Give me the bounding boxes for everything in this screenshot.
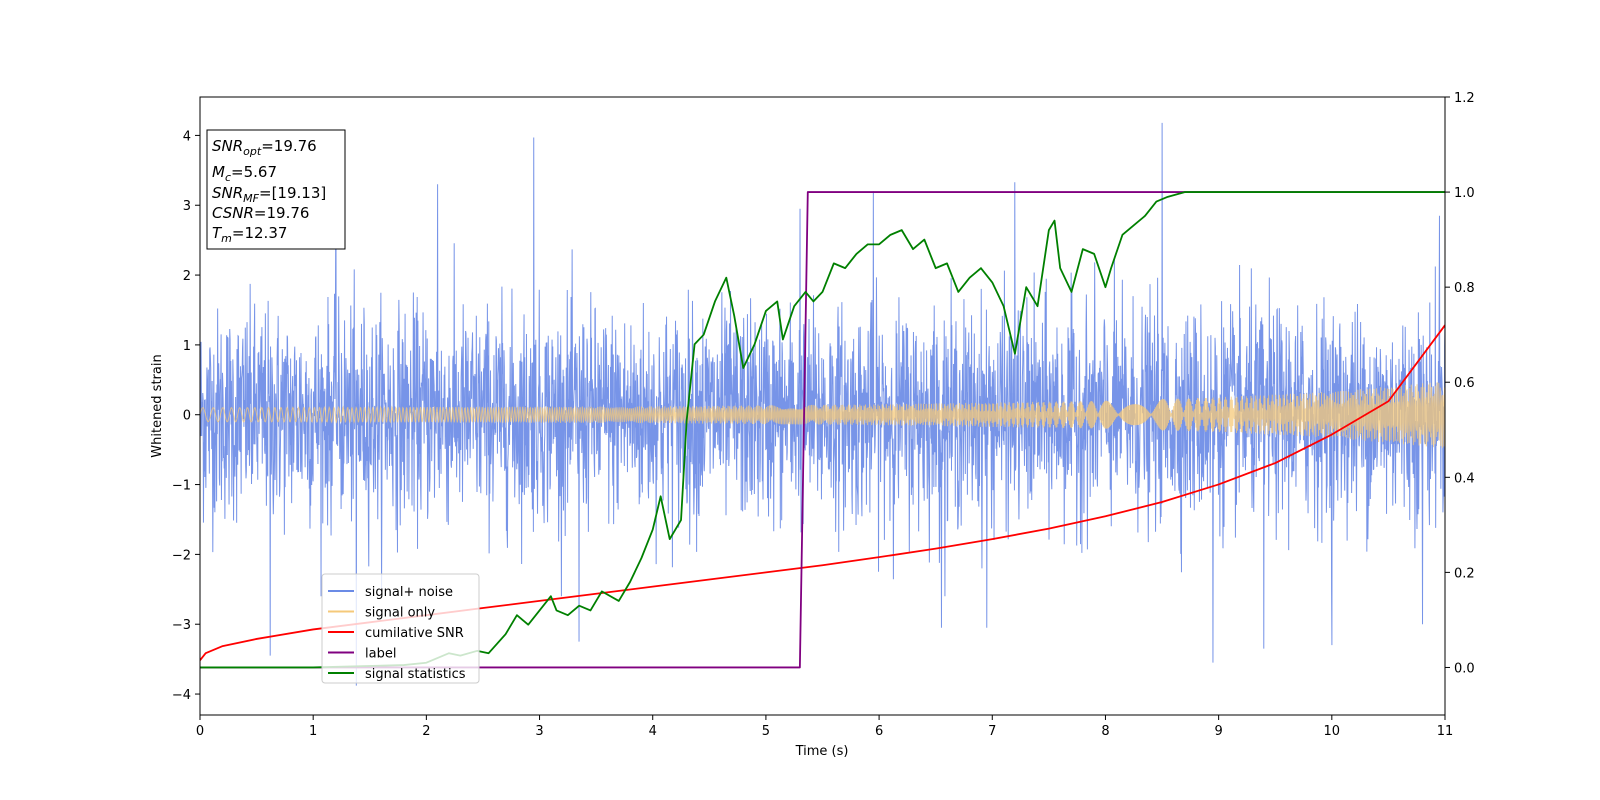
legend-label: signal only: [365, 606, 435, 621]
y-right-tick-label: 1.0: [1454, 186, 1475, 201]
legend-frame: [321, 573, 480, 684]
x-tick-label: 8: [1101, 724, 1109, 739]
annotation-box: SNRopt=19.76 Mc=5.67 SNRMF=[19.13] CSNR=…: [206, 129, 346, 250]
annotation-tm: Tm=12.37: [212, 224, 287, 245]
y-left-tick-label: −2: [172, 548, 191, 563]
annotation-snr-opt: SNRopt=19.76: [212, 137, 317, 158]
x-tick-label: 6: [875, 724, 883, 739]
annotation-frame: [206, 129, 346, 250]
x-tick-label: 2: [422, 724, 430, 739]
signal-only-line: [200, 382, 1445, 449]
signal-only-series: [200, 382, 1445, 449]
x-axis: 0 1 2 3 4 5 6 7 8 9 10 11: [196, 715, 1453, 739]
plot-frame: [199, 96, 1446, 716]
annotation-mc: Mc=5.67: [212, 163, 277, 184]
plot-area: [200, 122, 1445, 686]
y-left-tick-label: 4: [183, 129, 191, 144]
y-left-tick-label: −3: [172, 618, 191, 633]
annotation-csnr: CSNR=19.76: [212, 204, 309, 222]
y-right-tick-label: 0.4: [1454, 471, 1475, 486]
legend-label: signal statistics: [365, 667, 466, 682]
x-tick-label: 9: [1214, 724, 1222, 739]
legend: signal+ noise signal only cumilative SNR la…: [321, 573, 480, 684]
x-tick-label: 11: [1437, 724, 1454, 739]
annotation-snr-mf: SNRMF=[19.13]: [212, 184, 326, 205]
x-tick-label: 0: [196, 724, 204, 739]
x-tick-label: 5: [762, 724, 770, 739]
y-right-tick-label: 1.2: [1454, 91, 1475, 106]
y-left-tick-label: 3: [183, 199, 191, 214]
overlay-series: [200, 191, 1445, 669]
y-axis-left: −4 −3 −2 −1 0 1 2 3 4: [172, 129, 200, 703]
y-right-tick-label: 0.2: [1454, 566, 1475, 581]
legend-label: cumilative SNR: [365, 626, 464, 641]
cumulative-snr-line: [200, 324, 1445, 661]
x-tick-label: 3: [535, 724, 543, 739]
y-left-tick-label: −4: [172, 688, 191, 703]
x-tick-label: 7: [988, 724, 996, 739]
y-right-tick-label: 0.0: [1454, 661, 1475, 676]
x-tick-label: 4: [649, 724, 657, 739]
legend-label: label: [365, 647, 396, 662]
y-right-tick-label: 0.8: [1454, 281, 1475, 296]
x-tick-label: 1: [309, 724, 317, 739]
signal-noise-series: [200, 122, 1445, 686]
signal-noise-line: [200, 122, 1445, 686]
y-left-tick-label: 0: [183, 409, 191, 424]
y-left-tick-label: 2: [183, 269, 191, 284]
label-line: [200, 191, 1445, 669]
x-tick-label: 10: [1324, 724, 1341, 739]
y-right-tick-label: 0.6: [1454, 376, 1475, 391]
y-axis-label: Whitened strain: [150, 354, 165, 457]
y-axis-right: 0.0 0.2 0.4 0.6 0.8 1.0 1.2: [1445, 91, 1475, 676]
x-axis-label: Time (s): [795, 744, 849, 759]
y-left-tick-label: −1: [172, 479, 191, 494]
legend-label: signal+ noise: [365, 585, 453, 600]
signal-statistics-line: [200, 191, 1445, 669]
y-left-tick-label: 1: [183, 339, 191, 354]
